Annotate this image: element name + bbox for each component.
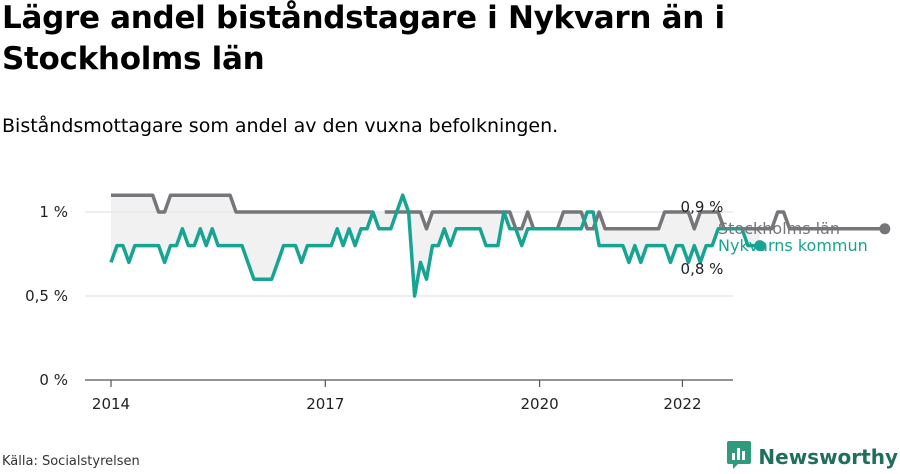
end-labels-layer: Stockholms län 0,9 % Nykvarns kommun 0,8 % (681, 198, 891, 278)
chart-subtitle: Biståndsmottagare som andel av den vuxna… (2, 115, 559, 137)
brand-name: Newsworthy (758, 445, 898, 469)
series-name-stockholm: Stockholms län (718, 219, 840, 238)
x-tick-label: 2020 (520, 395, 558, 413)
chart-title: Lägre andel biståndstagare i Nykvarn än … (2, 0, 725, 77)
series-line-nykvarn (109, 193, 760, 298)
end-marker-stockholm (879, 223, 891, 235)
end-marker-nykvarn (754, 240, 766, 252)
series-name-nykvarn: Nykvarns kommun (718, 236, 868, 255)
end-value-nykvarn: 0,8 % (681, 260, 724, 278)
series-line-stockholm (111, 193, 373, 214)
x-tick-label: 2014 (92, 395, 130, 413)
end-value-stockholm: 0,9 % (681, 198, 724, 216)
series-line-stockholm (384, 210, 885, 231)
brand-logo[interactable]: Newsworthy (726, 440, 898, 474)
series-lines-layer (109, 193, 885, 298)
axis-layer: 0 % 0,5 % 1 % 2014 2017 2020 2022 (25, 203, 701, 413)
x-tick-label: 2022 (663, 395, 701, 413)
y-tick-label: 0,5 % (25, 287, 68, 305)
source-note: Källa: Socialstyrelsen (2, 454, 140, 469)
y-tick-label: 1 % (39, 203, 68, 221)
x-tick-label: 2017 (306, 395, 344, 413)
y-tick-label: 0 % (39, 371, 68, 389)
bar-chart-logo-icon (726, 440, 752, 474)
